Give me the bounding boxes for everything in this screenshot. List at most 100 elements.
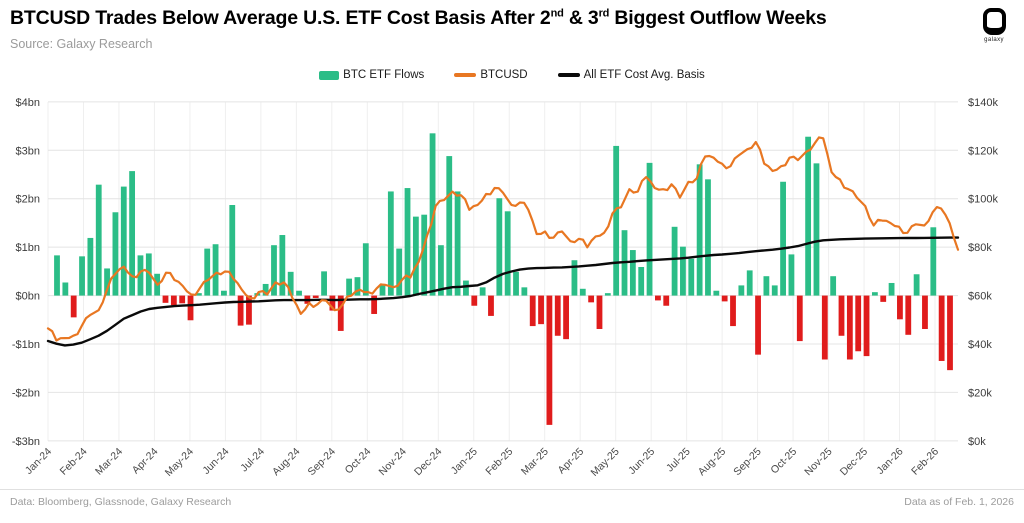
x-axis-label: Jun-24	[200, 446, 231, 477]
y-axis-label-right: $120k	[968, 145, 998, 157]
inflow-bar	[279, 235, 286, 296]
legend-label: BTCUSD	[480, 69, 528, 81]
outflow-bar	[838, 295, 845, 336]
inflow-bar	[95, 184, 102, 296]
legend-swatch-icon	[454, 73, 477, 77]
inflow-bar	[780, 181, 786, 296]
inflow-bar	[788, 254, 795, 296]
inflow-bar	[738, 285, 745, 296]
y-axis-label-left: -$2bn	[12, 387, 40, 399]
outflow-bar	[897, 295, 903, 320]
outflow-bar	[755, 295, 761, 355]
x-axis-label: May-24	[163, 446, 196, 479]
inflow-bar	[212, 244, 219, 296]
title-superscript-rd: rd	[598, 7, 610, 20]
inflow-bar	[571, 260, 578, 296]
inflow-bar	[137, 255, 144, 296]
outflow-bar	[70, 295, 77, 318]
inflow-bar	[613, 145, 620, 296]
inflow-bar	[504, 211, 511, 296]
outflow-bar	[938, 295, 945, 361]
x-axis-label: Aug-24	[270, 446, 303, 479]
galaxy-logo-text: galaxy	[984, 37, 1004, 43]
title-text: BTCUSD Trades Below Average U.S. ETF Cos…	[10, 7, 551, 29]
inflow-bar	[438, 245, 444, 296]
inflow-bar	[479, 287, 486, 296]
source-label: Source: Galaxy Research	[10, 37, 153, 51]
y-axis-label-right: $60k	[968, 291, 992, 303]
outflow-bar	[947, 295, 953, 371]
inflow-bar	[87, 237, 94, 296]
legend-swatch-icon	[557, 73, 580, 77]
inflow-bar	[888, 282, 895, 296]
x-axis-label: Jun-25	[626, 446, 657, 477]
y-axis-label-left: -$3bn	[12, 436, 40, 448]
x-axis-label: Jan-26	[874, 446, 905, 477]
x-axis-label: Jul-25	[664, 446, 693, 475]
outflow-bar	[488, 295, 494, 316]
inflow-bar	[262, 283, 269, 296]
inflow-bar	[496, 198, 503, 296]
title-text: Biggest Outflow Weeks	[609, 7, 827, 29]
outflow-bar	[554, 295, 561, 336]
inflow-bar	[446, 156, 453, 296]
x-axis-label: May-25	[589, 446, 622, 479]
outflow-bar	[371, 295, 378, 314]
outflow-bar	[922, 295, 928, 329]
y-axis-label-left: $1bn	[16, 242, 40, 254]
inflow-bar	[145, 253, 152, 296]
inflow-bar	[671, 226, 678, 296]
inflow-bar	[404, 188, 411, 296]
x-axis-label: Oct-25	[768, 446, 799, 477]
chart-legend: BTC ETF Flows BTCUSD All ETF Cost Avg. Bas…	[0, 69, 1024, 81]
outflow-bar	[796, 295, 803, 342]
outflow-bar	[588, 295, 595, 303]
inflow-bar	[387, 191, 394, 296]
x-axis-label: Feb-24	[58, 446, 90, 478]
x-axis-label: Aug-25	[696, 446, 729, 479]
y-axis-label-left: -$1bn	[12, 339, 40, 351]
outflow-bar	[538, 295, 544, 325]
legend-label: All ETF Cost Avg. Basis	[583, 69, 705, 81]
inflow-bar	[646, 162, 653, 296]
inflow-bar	[705, 179, 711, 296]
y-axis-label-right: $100k	[968, 194, 998, 206]
x-axis-label: Dec-25	[838, 446, 871, 479]
outflow-bar	[721, 295, 728, 302]
cost-basis-line	[46, 236, 960, 347]
y-axis-label-right: $0k	[968, 436, 986, 448]
inflow-bar	[680, 246, 686, 296]
legend-swatch-icon	[319, 70, 340, 80]
inflow-bar	[204, 248, 211, 296]
inflow-bar	[296, 290, 302, 296]
inflow-bar	[746, 270, 753, 296]
inflow-bar	[629, 250, 636, 296]
title-text: & 3	[563, 7, 599, 29]
inflow-bar	[54, 255, 60, 296]
x-axis-label: Oct-24	[343, 446, 374, 477]
inflow-bar	[763, 276, 770, 296]
outflow-bar	[246, 295, 252, 325]
outflow-bar	[312, 295, 319, 298]
inflow-bar	[221, 290, 227, 296]
x-axis-label: Sep-25	[731, 446, 764, 479]
inflow-bar	[771, 285, 778, 296]
inflow-bar	[805, 136, 812, 296]
outflow-bar	[471, 295, 478, 306]
inflow-bar	[287, 271, 294, 296]
y-axis-label-left: $4bn	[16, 97, 40, 109]
inflow-bar	[120, 186, 127, 296]
outflow-bar	[863, 295, 870, 357]
outflow-bar	[821, 295, 828, 360]
inflow-bar	[396, 248, 403, 296]
outflow-bar	[563, 295, 569, 340]
outflow-bar	[170, 295, 177, 306]
x-axis-label: Nov-25	[802, 446, 835, 479]
btcusd-line	[46, 136, 960, 342]
inflow-bar	[696, 164, 703, 296]
outflow-bar	[846, 295, 853, 360]
y-axis-label-right: $20k	[968, 387, 992, 399]
inflow-bar	[463, 280, 469, 296]
